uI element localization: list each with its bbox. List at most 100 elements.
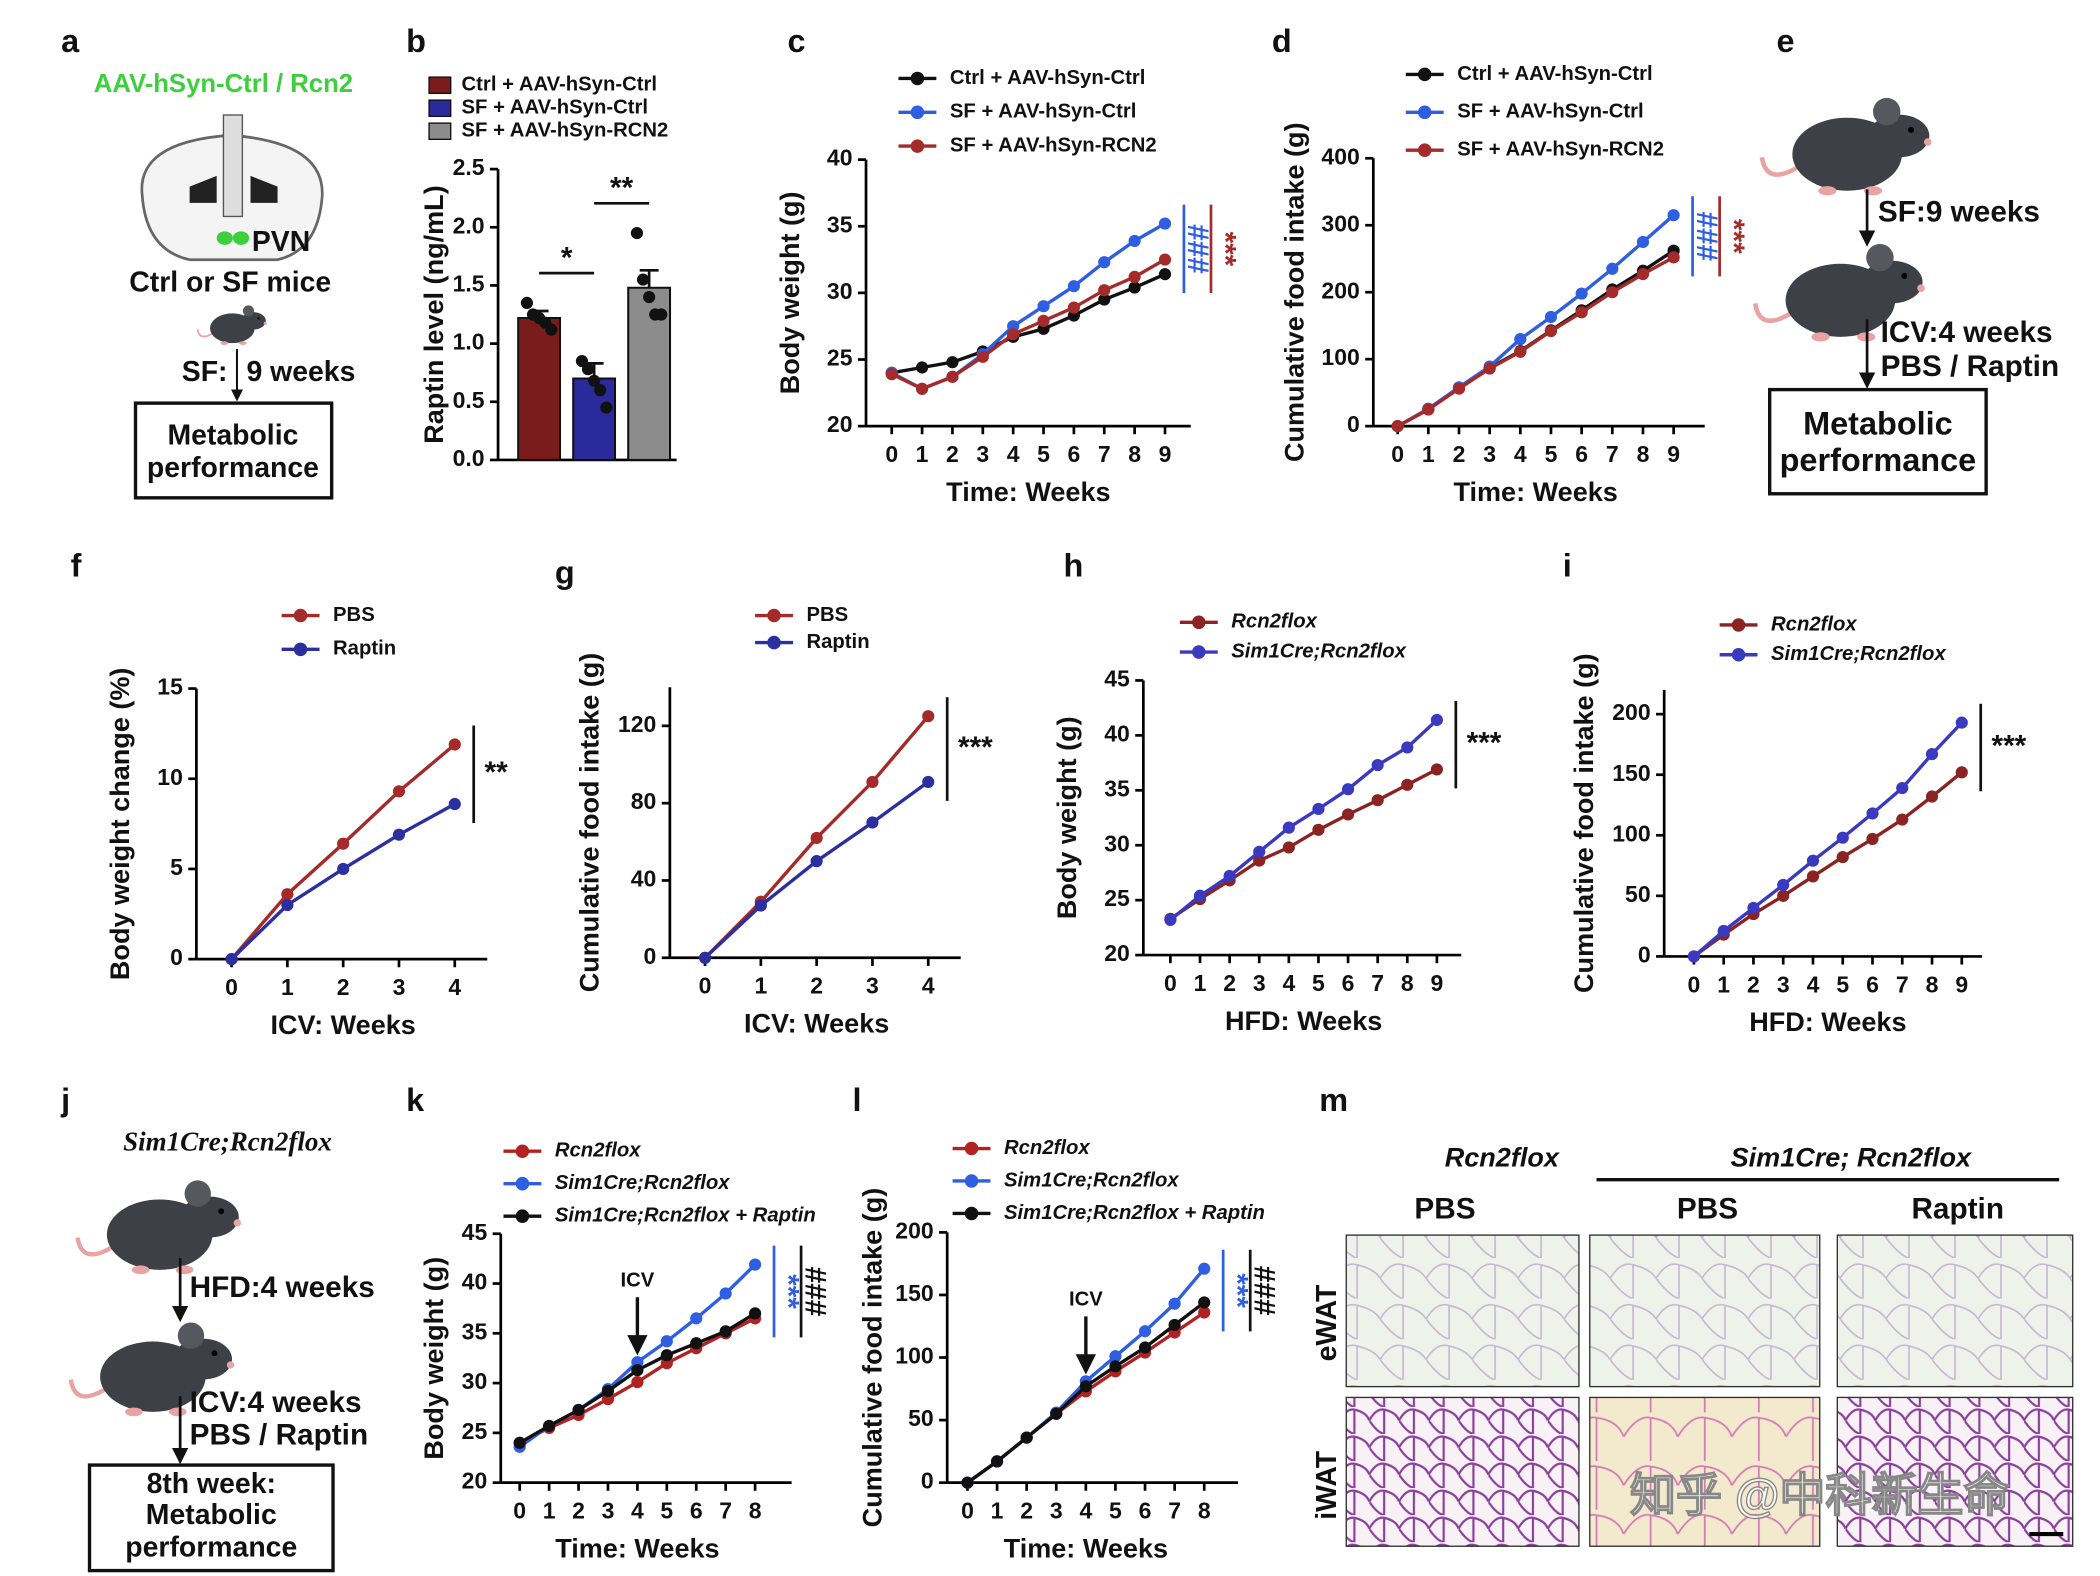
legend-swatch [515,1144,530,1158]
data-point [631,1376,644,1389]
legend-swatch [293,642,308,657]
bar [572,377,617,461]
legend-swatch [428,122,452,141]
x-tick-label: 2 [1020,1497,1033,1523]
y-tick-label: 200 [1612,699,1650,725]
data-point [1168,1297,1181,1310]
data-point [520,296,534,309]
series-line [230,802,456,961]
legend-swatch [1731,647,1746,662]
x-tick-label: 2 [1747,971,1760,997]
data-point [1866,807,1879,820]
data-point [225,953,238,966]
data-point [543,1419,556,1432]
data-point [1253,845,1266,858]
data-point [1341,808,1355,821]
data-point [1391,420,1404,433]
data-point [990,1455,1004,1468]
outcome-text: performance [1780,442,1977,478]
data-point [392,828,406,841]
column-header: PBS [1677,1193,1738,1226]
y-tick-label: 35 [462,1318,488,1344]
legend-swatch [1192,615,1206,630]
y-axis-label: Body weight change (%) [105,668,135,981]
x-tick-label: 3 [602,1497,615,1523]
legend-swatch [515,1176,530,1191]
data-point [1164,913,1177,927]
legend-swatch [428,99,452,118]
data-point [1341,783,1355,796]
x-tick-label: 2 [810,973,823,999]
panel-j: j Sim1Cre;Rcn2flox HFD:4 weeks ICV:4 wee… [60,1082,375,1573]
step-value: 9 weeks [246,356,355,388]
series-line [890,258,1166,391]
data-point [690,1337,703,1350]
y-tick-label: 30 [462,1368,488,1394]
data-point [588,374,601,387]
data-point [866,775,879,788]
data-point [1158,268,1172,281]
data-point [1282,821,1295,834]
data-point [719,1287,732,1300]
y-tick-label: 30 [827,278,853,304]
y-tick-label: 40 [462,1269,488,1295]
data-point [1037,300,1050,313]
y-tick-label: 25 [462,1418,488,1444]
step-text: HFD:4 weeks [190,1271,375,1304]
mouse-icon [78,1180,241,1274]
y-axis-label: Cumulative food intake (g) [575,653,605,993]
data-point [1098,293,1111,306]
data-point [1158,217,1172,230]
data-point [1098,284,1111,297]
legend-swatch [910,139,925,153]
x-tick-label: 4 [1807,971,1820,997]
y-tick-label: 80 [631,788,657,814]
histology-image [1345,1234,1580,1388]
x-tick-label: 5 [1312,970,1325,996]
legend-label: SF + AAV-hSyn-RCN2 [462,120,669,142]
column-header: PBS [1414,1193,1475,1226]
outcome-text: performance [147,452,319,484]
step-label: SF: [182,356,228,388]
y-axis-label: Body weight (g) [1052,716,1082,919]
x-tick-label: 0 [1391,441,1404,467]
data-point [1138,1325,1152,1338]
panel-label: e [1776,23,1794,59]
legend-label: SF + AAV-hSyn-Ctrl [1457,101,1644,123]
y-tick-label: 0 [1347,411,1360,437]
region-label: PVN [252,226,310,258]
data-point [1050,1407,1063,1420]
panel-a: a AAV-hSyn-Ctrl / Rcn2 PVN Ctrl or SF mi… [61,23,355,500]
mouse-icon [196,304,268,346]
annotation-label: ICV [620,1269,654,1291]
panel-label: f [71,548,82,584]
histology-image [1589,1396,1821,1547]
y-tick-label: 200 [895,1217,933,1243]
data-point [754,899,767,912]
x-axis-label: Time: Weeks [1453,477,1617,507]
x-tick-label: 0 [513,1497,526,1523]
data-point [810,831,823,845]
panel-label: j [60,1082,70,1118]
data-point [1667,251,1680,264]
series-line [1169,718,1439,922]
histology-image [1836,1396,2074,1547]
y-tick-label: 0 [170,944,183,970]
data-point [946,356,959,369]
x-tick-label: 9 [1159,441,1172,467]
data-point [1452,382,1466,395]
ventricle [189,175,278,203]
data-point [1606,286,1619,299]
x-tick-label: 6 [1866,971,1879,997]
legend-swatch [1417,67,1432,82]
significance-label: *** [1992,729,2027,762]
x-tick-label: 2 [572,1497,585,1523]
y-tick-label: 50 [908,1405,934,1431]
y-tick-label: 2.5 [453,154,485,180]
y-tick-label: 40 [1104,720,1130,746]
data-point [1514,345,1527,358]
y-tick-label: 2.0 [453,212,485,238]
legend-swatch [910,71,925,86]
x-tick-label: 4 [1514,441,1527,467]
x-axis-label: Time: Weeks [555,1533,719,1563]
